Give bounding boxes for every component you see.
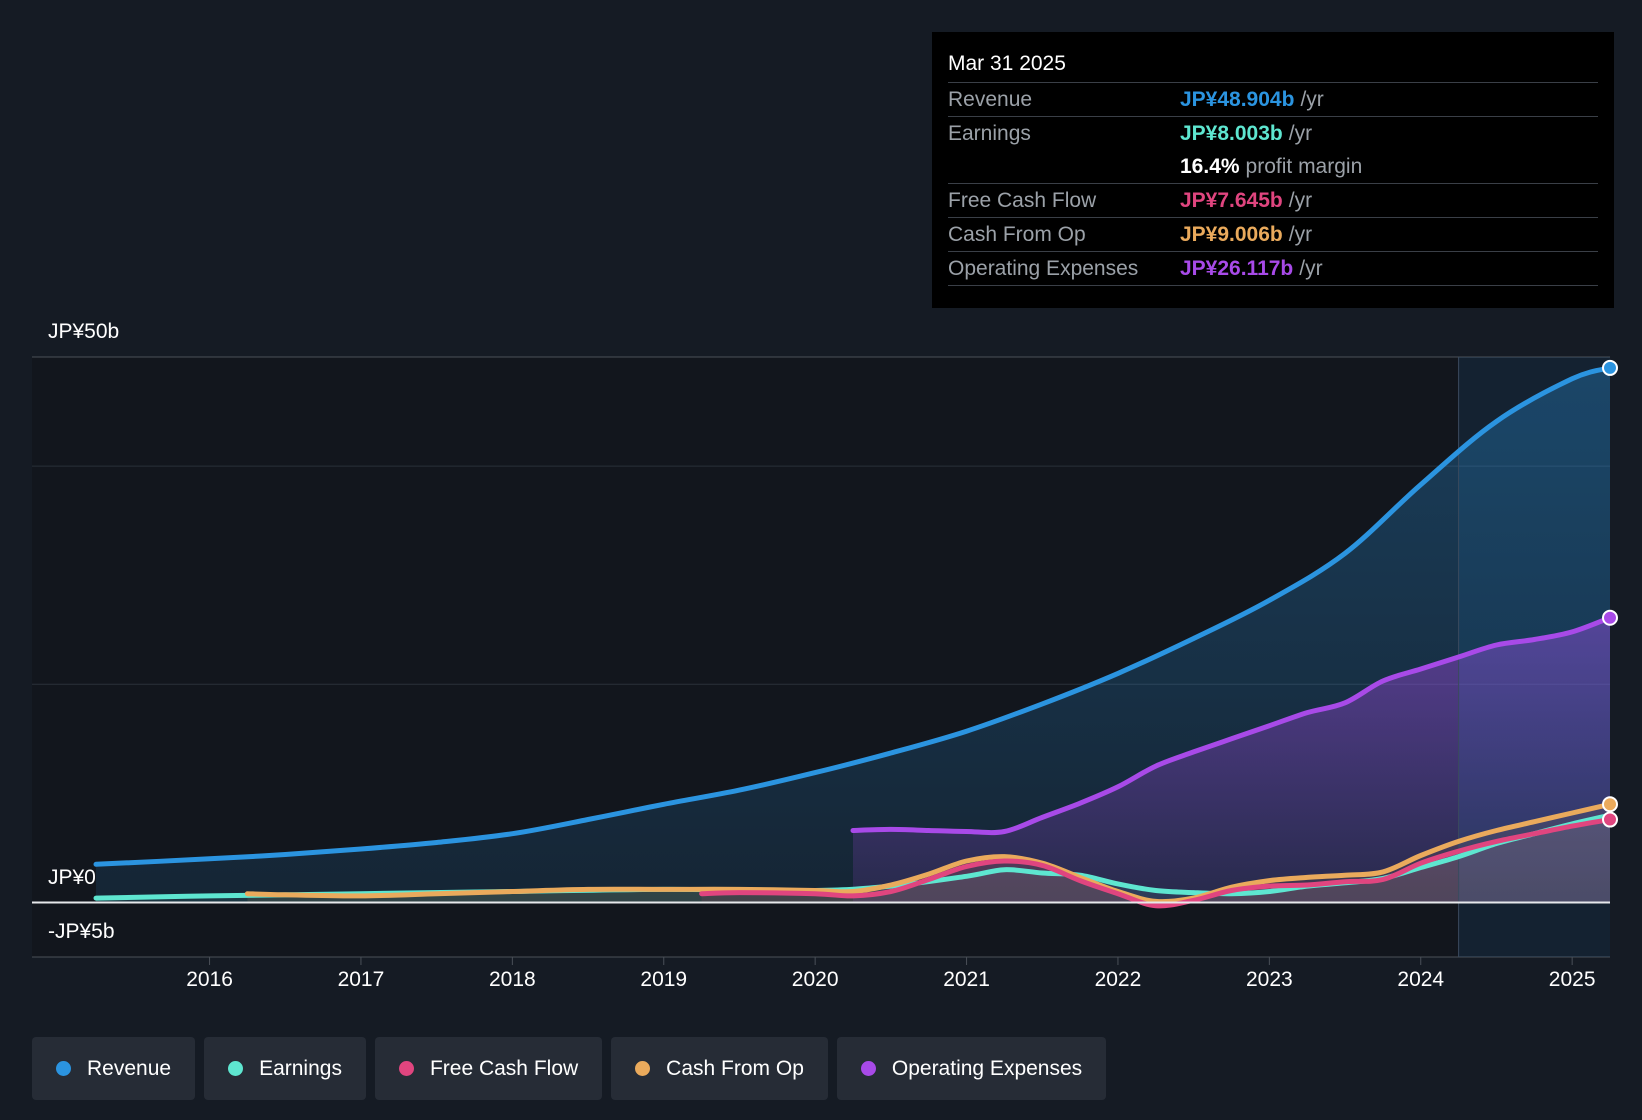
tooltip-value: JP¥8.003b	[1180, 122, 1283, 145]
tooltip-row-revenue: Revenue JP¥48.904b /yr	[948, 82, 1598, 116]
tooltip-row-free-cash-flow: Free Cash Flow JP¥7.645b /yr	[948, 183, 1598, 217]
operating-expenses-dot-icon	[860, 1061, 876, 1076]
x-tick-label: 2016	[186, 968, 233, 991]
tooltip-label: Cash From Op	[948, 223, 1086, 246]
tooltip-unit: /yr	[1288, 189, 1313, 212]
tooltip-date: Mar 31 2025	[948, 52, 1066, 75]
tooltip-value: JP¥9.006b	[1180, 223, 1283, 246]
x-tick-label: 2024	[1397, 968, 1445, 991]
tooltip-value: JP¥48.904b	[1180, 88, 1295, 111]
tooltip: Mar 31 2025 Revenue JP¥48.904b /yr Earni…	[932, 32, 1614, 308]
x-tick-label: 2022	[1094, 968, 1142, 991]
y-axis-label-bottom: -JP¥5b	[48, 920, 115, 943]
operating-expenses-area	[853, 617, 1610, 903]
free-cash-flow-dot-icon	[398, 1061, 414, 1076]
y-axis-label-top: JP¥50b	[48, 320, 120, 343]
tooltip-label	[948, 150, 1180, 183]
tooltip-label: Earnings	[948, 122, 1031, 145]
x-tick-label: 2023	[1245, 968, 1293, 991]
tooltip-row-profit-margin: 16.4% profit margin	[948, 150, 1598, 183]
tooltip-unit: /yr	[1300, 88, 1324, 111]
legend-item-operating-expenses[interactable]: Operating Expenses	[836, 1037, 1107, 1100]
tooltip-value: JP¥26.117b	[1180, 257, 1294, 280]
free-cash-flow-line	[699, 817, 1613, 909]
operating-expenses-end-point	[1602, 609, 1618, 626]
tooltip-row-cash-from-op: Cash From Op JP¥9.006b /yr	[948, 217, 1598, 251]
revenue-end-point	[1602, 359, 1618, 376]
x-tick-label: 2019	[640, 968, 688, 991]
legend-item-earnings[interactable]: Earnings	[204, 1037, 366, 1100]
tooltip-row-earnings: Earnings JP¥8.003b /yr	[948, 116, 1598, 150]
legend-label: Earnings	[259, 1056, 342, 1080]
tooltip-unit: /yr	[1299, 257, 1323, 280]
x-tick-label: 2020	[791, 968, 839, 991]
free-cash-flow-end-point	[1602, 811, 1618, 828]
legend-label: Free Cash Flow	[429, 1056, 579, 1080]
x-tick-label: 2018	[488, 968, 536, 991]
legend-label: Cash From Op	[666, 1056, 804, 1080]
legend-label: Revenue	[87, 1056, 172, 1080]
legend: Revenue Earnings Free Cash Flow Cash Fro…	[32, 1037, 1107, 1100]
legend-item-revenue[interactable]: Revenue	[32, 1037, 196, 1100]
tooltip-unit: profit margin	[1245, 155, 1363, 178]
tooltip-value: JP¥7.645b	[1180, 189, 1283, 212]
legend-label: Operating Expenses	[891, 1056, 1083, 1080]
highlight-band	[1458, 357, 1610, 957]
revenue-dot-icon	[56, 1061, 71, 1076]
cash-from-op-dot-icon	[635, 1061, 651, 1076]
revenue-line	[93, 365, 1613, 867]
free-cash-flow-area	[701, 819, 1610, 906]
tooltip-unit: /yr	[1288, 122, 1313, 145]
tooltip-label: Operating Expenses	[948, 257, 1139, 280]
earnings-dot-icon	[228, 1061, 244, 1076]
operating-expenses-line	[850, 615, 1613, 836]
tooltip-label: Revenue	[948, 88, 1033, 111]
cash-from-op-end-point	[1602, 796, 1618, 813]
x-tick-label: 2017	[337, 968, 385, 991]
tooltip-value: 16.4%	[1180, 155, 1240, 178]
tooltip-unit: /yr	[1288, 223, 1313, 246]
legend-item-cash-from-op[interactable]: Cash From Op	[611, 1037, 828, 1100]
x-tick-label: 2021	[943, 968, 990, 991]
legend-item-free-cash-flow[interactable]: Free Cash Flow	[374, 1037, 603, 1100]
y-axis-label-zero: JP¥0	[48, 866, 96, 889]
x-tick-label: 2025	[1548, 968, 1596, 991]
tooltip-row-operating-expenses: Operating Expenses JP¥26.117b /yr	[948, 251, 1598, 286]
tooltip-label: Free Cash Flow	[948, 189, 1097, 212]
